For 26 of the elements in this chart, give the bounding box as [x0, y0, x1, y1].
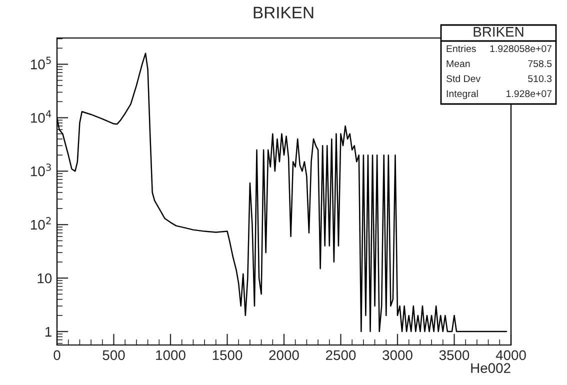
x-tick-label: 1000	[156, 350, 186, 360]
y-tick-label: 10$^{5}$	[30, 56, 51, 70]
annotation: 1.928058e+07	[490, 45, 552, 52]
annotation: Std Dev	[446, 74, 481, 82]
x-tick-label: 3500	[439, 350, 470, 360]
text: BRIKEN	[474, 27, 524, 37]
x-tick-label: 4000	[496, 350, 526, 360]
x-tick-label: 500	[102, 350, 125, 360]
annotation: Integral	[446, 90, 478, 100]
x-tick-label: 1500	[212, 350, 242, 360]
x-tick-label: 3000	[382, 350, 412, 360]
y-tick-label: 1	[45, 327, 52, 337]
y-tick-label: 10	[38, 273, 52, 284]
x-tick-label: 2000	[269, 350, 299, 360]
x-axis-title: He002	[471, 363, 510, 374]
y-tick-label: 10$^{4}$	[30, 110, 52, 123]
y-tick-label: 10$^{3}$	[30, 164, 51, 176]
y-tick-label: 10$^{2}$	[30, 217, 51, 230]
text: 510.3	[528, 75, 552, 82]
annotation: Entries	[446, 44, 476, 52]
annotation: 1.928e+07	[506, 90, 552, 98]
annotation: Mean	[446, 60, 470, 68]
x-tick-label: 0	[54, 350, 60, 360]
x-tick-label: 2500	[326, 350, 356, 360]
text: 758.5	[528, 60, 552, 68]
chart-title: BRIKEN	[254, 6, 314, 18]
